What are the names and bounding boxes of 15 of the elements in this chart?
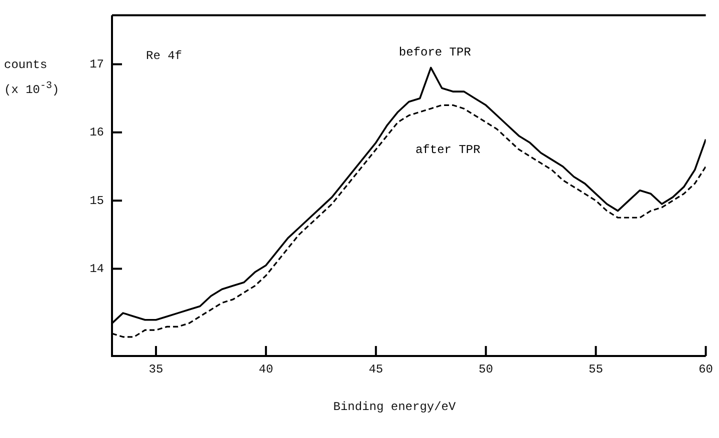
x-tick-label: 45 (368, 362, 384, 376)
x-tick-label: 50 (478, 362, 494, 376)
y-axis-title: counts (x 10$^{-3}$) (4, 57, 60, 99)
y-tick-label: 15 (90, 194, 104, 208)
x-axis-title: Binding energy/eV (332, 400, 457, 414)
series-label: before TPR (398, 46, 471, 60)
y-tick-label: 14 (90, 262, 104, 276)
annotation: Re 4f (146, 49, 182, 64)
y-tick-label: 17 (90, 57, 104, 72)
x-tick-label: 55 (588, 362, 604, 376)
x-tick-label: 60 (698, 362, 713, 376)
series-label: after TPR (415, 143, 480, 158)
y-tick-label: 16 (90, 126, 104, 140)
x-tick-label: 35 (148, 362, 164, 376)
x-tick-label: 40 (258, 362, 274, 376)
